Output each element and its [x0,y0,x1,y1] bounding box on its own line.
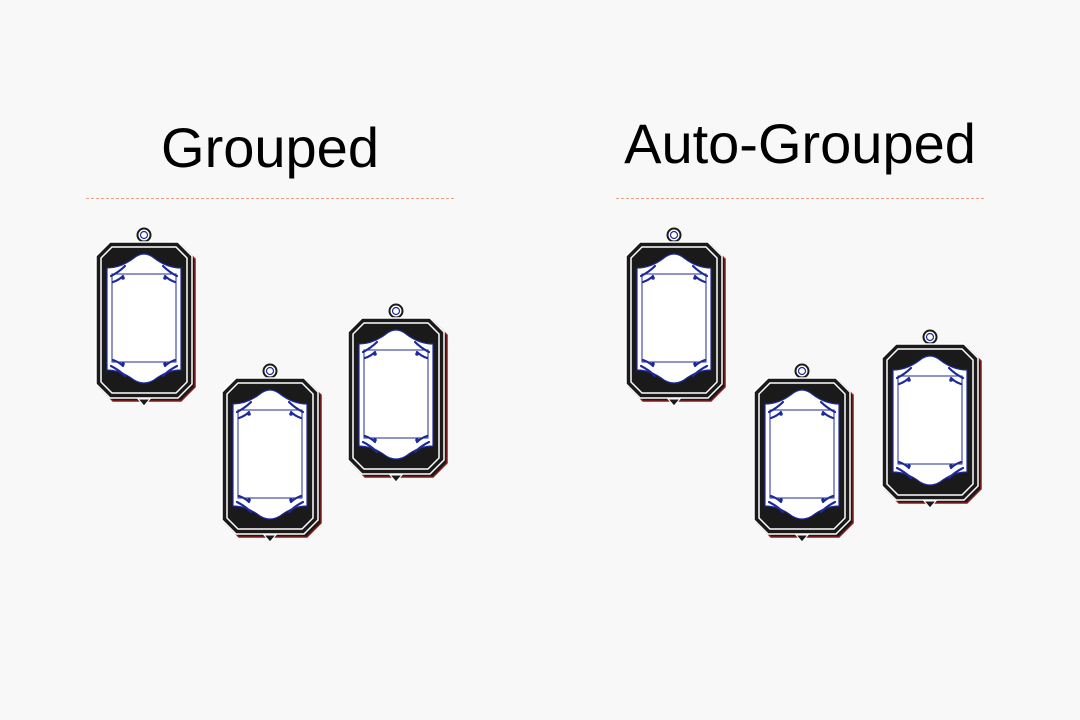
auto-grouped-frame-1[interactable] [625,227,726,407]
auto-grouped-title: Auto-Grouped [624,112,976,175]
auto-grouped-frame-2[interactable] [753,363,854,543]
ring-icon [666,227,682,243]
ring-icon [262,363,278,379]
ring-icon [136,227,152,243]
auto-grouped-divider [616,198,984,199]
frame-window [764,389,840,520]
frame-window [106,253,182,384]
grouped-frame-2[interactable] [221,363,322,543]
pointer-icon [666,398,682,407]
auto-grouped-frame-3[interactable] [881,329,982,509]
grouped-frame-1[interactable] [95,227,196,407]
grouped-divider [86,198,454,199]
ring-icon [388,303,404,319]
pointer-icon [136,398,152,407]
frame-window [232,389,308,520]
pointer-icon [922,500,938,509]
frame-window [358,329,434,460]
grouped-frame-3[interactable] [347,303,448,483]
frame-window [636,253,712,384]
frame-window [892,355,968,486]
ring-icon [922,329,938,345]
pointer-icon [262,534,278,543]
ring-icon [794,363,810,379]
grouped-title: Grouped [161,116,379,179]
pointer-icon [388,474,404,483]
pointer-icon [794,534,810,543]
